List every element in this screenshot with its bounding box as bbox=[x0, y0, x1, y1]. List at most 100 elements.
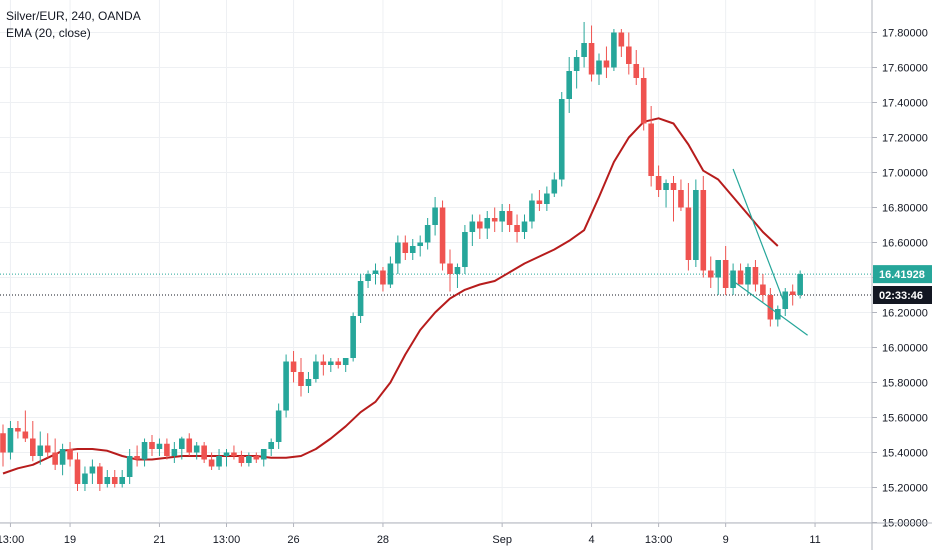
candle bbox=[335, 358, 342, 369]
candle bbox=[424, 218, 431, 250]
chart-grid bbox=[0, 0, 872, 523]
candle-body bbox=[491, 218, 498, 222]
candle bbox=[223, 449, 230, 467]
candle-body bbox=[0, 433, 6, 453]
candle bbox=[328, 358, 334, 372]
candle bbox=[514, 214, 520, 243]
candle bbox=[775, 305, 781, 327]
candle-body bbox=[216, 456, 222, 467]
candle bbox=[491, 207, 498, 232]
candle bbox=[663, 179, 669, 208]
candle bbox=[640, 67, 647, 131]
candle-body bbox=[15, 428, 21, 432]
candle-body bbox=[275, 410, 282, 442]
candle bbox=[477, 214, 483, 239]
time-axis[interactable]: 13:00 19 21 13:00 26 28 Sep 4 13:00 9 11 bbox=[0, 522, 932, 546]
trendline bbox=[732, 168, 786, 306]
x-tick-label: 4 bbox=[588, 534, 594, 546]
chart-legend: Silver/EUR, 240, OANDA EMA (20, close) bbox=[6, 8, 141, 42]
candle-body bbox=[596, 60, 602, 75]
candle-body bbox=[67, 449, 73, 460]
candle-body bbox=[119, 477, 125, 484]
candle bbox=[782, 288, 789, 316]
candle-body bbox=[663, 183, 669, 190]
candle-body bbox=[134, 456, 140, 460]
candle bbox=[238, 450, 245, 467]
candle bbox=[179, 436, 185, 460]
y-tick-label: 15.60000 bbox=[882, 413, 928, 425]
candle-body bbox=[581, 43, 587, 57]
candle-body bbox=[268, 442, 274, 449]
last-price-label: 16.41928 bbox=[879, 269, 925, 281]
candle-body bbox=[730, 270, 736, 288]
candle bbox=[417, 235, 423, 257]
candle bbox=[544, 186, 550, 211]
candle-body bbox=[253, 456, 260, 460]
candle bbox=[506, 204, 513, 232]
x-tick-label: 9 bbox=[723, 534, 729, 546]
candle bbox=[253, 452, 260, 463]
candle-body bbox=[111, 477, 118, 484]
candle-body bbox=[424, 225, 431, 243]
candle bbox=[670, 176, 677, 222]
candle-body bbox=[149, 442, 155, 449]
candle bbox=[22, 410, 29, 442]
trendline bbox=[732, 280, 808, 336]
candle bbox=[447, 249, 453, 292]
indicator-title[interactable]: EMA (20, close) bbox=[6, 26, 91, 40]
candle-body bbox=[655, 176, 662, 190]
candle bbox=[707, 256, 714, 288]
candle-body bbox=[328, 361, 334, 365]
candle bbox=[104, 470, 111, 488]
candle bbox=[30, 421, 36, 462]
candle bbox=[655, 165, 662, 197]
candle-body bbox=[164, 443, 170, 456]
y-tick-label: 16.20000 bbox=[882, 308, 928, 320]
candle-body bbox=[447, 263, 453, 274]
candle bbox=[149, 435, 155, 456]
candle bbox=[380, 267, 386, 292]
y-tick-label: 16.80000 bbox=[882, 203, 928, 215]
candle bbox=[588, 25, 595, 82]
candle bbox=[432, 197, 438, 236]
candle bbox=[633, 50, 640, 85]
candle-body bbox=[544, 193, 550, 204]
candle bbox=[715, 260, 721, 295]
candle-body bbox=[402, 242, 409, 253]
candle bbox=[797, 270, 803, 299]
candle-body bbox=[782, 291, 789, 309]
price-labels: 16.41928 02:33:46 bbox=[873, 265, 932, 304]
candle bbox=[402, 235, 409, 260]
candle-body bbox=[305, 379, 312, 386]
candle-body bbox=[618, 32, 625, 47]
candle-body bbox=[603, 60, 610, 68]
candle bbox=[439, 200, 446, 271]
candle-body bbox=[693, 190, 699, 260]
candle bbox=[462, 225, 468, 274]
candle bbox=[700, 176, 707, 278]
candle bbox=[59, 443, 66, 476]
candle-body bbox=[59, 449, 66, 465]
candle-body bbox=[320, 361, 327, 365]
symbol-title[interactable]: Silver/EUR, 240, OANDA bbox=[6, 9, 141, 23]
candle-body bbox=[611, 32, 617, 68]
candle bbox=[171, 442, 178, 463]
candle bbox=[15, 421, 21, 439]
candle-body bbox=[685, 207, 692, 260]
candle-body bbox=[387, 263, 394, 285]
candle-body bbox=[231, 452, 237, 456]
y-tick-label: 15.80000 bbox=[882, 378, 928, 390]
candle-body bbox=[283, 361, 289, 411]
candle-body bbox=[238, 456, 245, 463]
candle bbox=[596, 53, 602, 85]
y-tick-label: 17.00000 bbox=[882, 168, 928, 180]
candle-body bbox=[395, 242, 401, 264]
candle bbox=[365, 270, 371, 288]
candle-body bbox=[588, 43, 595, 75]
candle-body bbox=[737, 270, 744, 285]
candle-body bbox=[551, 179, 558, 194]
x-tick-label: Sep bbox=[492, 534, 512, 546]
candle-body bbox=[156, 443, 163, 449]
candle bbox=[551, 172, 558, 197]
